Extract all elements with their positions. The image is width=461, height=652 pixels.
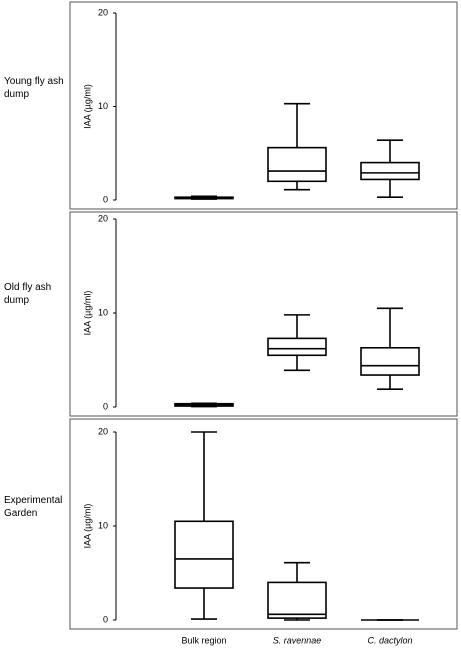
y-tick-label: 0 [103, 194, 108, 204]
y-tick-label: 10 [98, 520, 108, 530]
box [360, 161, 420, 181]
y-axis-label: IAA (µg/ml) [82, 291, 92, 336]
box [174, 520, 234, 589]
y-tick-label: 10 [98, 307, 108, 317]
y-axis-label: IAA (µg/ml) [82, 504, 92, 549]
y-tick-label: 10 [98, 101, 108, 111]
panel-frame [69, 418, 458, 630]
row-label: Old fly ash dump [4, 282, 52, 306]
y-tick-label: 20 [98, 7, 108, 17]
box [360, 346, 420, 376]
row-label: Experimental Garden [4, 495, 63, 519]
x-tick-label: C. dactylon [367, 635, 412, 645]
y-tick-label: 0 [103, 401, 108, 411]
row-label: Young fly ash dump [4, 75, 64, 100]
x-tick-label: S. ravennae [273, 635, 322, 645]
box [267, 337, 327, 357]
y-tick-label: 20 [98, 213, 108, 223]
y-axis-label: IAA (µg/ml) [82, 84, 92, 129]
box [267, 581, 327, 619]
box [267, 146, 327, 183]
y-tick-label: 0 [103, 614, 108, 624]
panel-frame [69, 1, 458, 210]
y-tick-label: 20 [98, 426, 108, 436]
panel-frame [69, 211, 458, 417]
x-tick-label: Bulk region [181, 635, 226, 645]
